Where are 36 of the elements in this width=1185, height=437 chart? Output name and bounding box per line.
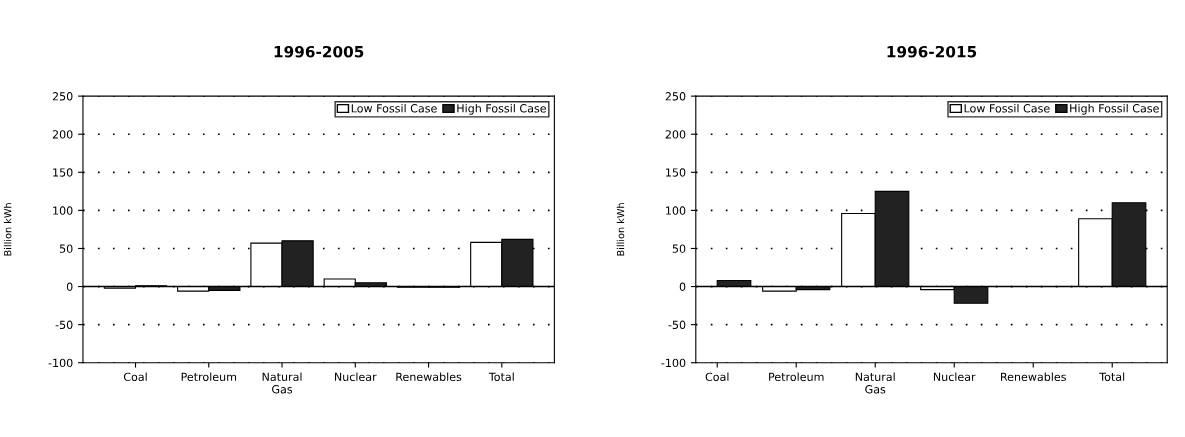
x-tick-label: Coal [705, 372, 729, 382]
chart-title: 1996-2015 [887, 45, 977, 58]
x-tick-label: Nuclear [933, 372, 976, 382]
y-tick-label: 150 [53, 168, 73, 177]
y-tick-label: 200 [52, 130, 73, 139]
y-tick-label: 100 [53, 206, 73, 215]
y-tick-label: 150 [666, 168, 686, 177]
y-tick-label: 50 [672, 244, 686, 253]
y-tick-label: 50 [59, 244, 73, 253]
x-tick-label: Total [488, 372, 514, 382]
y-tick-label: 200 [665, 130, 686, 139]
x-tick-label: Natural Gas [262, 372, 302, 394]
legend-label: High Fossil Case [457, 103, 547, 115]
x-tick-label: Coal [123, 372, 147, 382]
y-tick-label: 0 [66, 282, 73, 291]
chart-title: 1996-2005 [274, 45, 364, 58]
y-tick-label: -100 [48, 358, 73, 368]
y-tick-label: -50 [55, 320, 73, 330]
legend-label: Low Fossil Case [351, 103, 437, 113]
x-tick-label: Petroleum [181, 372, 237, 382]
y-tick-label: 250 [52, 92, 73, 101]
x-tick-label: Renewables [396, 372, 462, 382]
y-tick-label: -50 [668, 320, 686, 330]
x-tick-label: Natural Gas [855, 372, 895, 394]
legend-label: Low Fossil Case [964, 103, 1050, 113]
x-tick-label: Petroleum [769, 372, 824, 382]
x-tick-label: Renewables [1001, 372, 1066, 382]
y-tick-label: 100 [666, 206, 686, 215]
y-axis-title: Billion kWh [616, 203, 625, 256]
y-tick-label: -100 [661, 358, 686, 368]
y-tick-label: 0 [679, 282, 686, 291]
x-tick-label: Nuclear [335, 372, 377, 382]
y-tick-label: 250 [665, 92, 686, 101]
legend-label: High Fossil Case [1070, 103, 1159, 115]
y-axis-title: Billion kWh [3, 203, 12, 256]
x-tick-label: Total [1099, 372, 1125, 382]
